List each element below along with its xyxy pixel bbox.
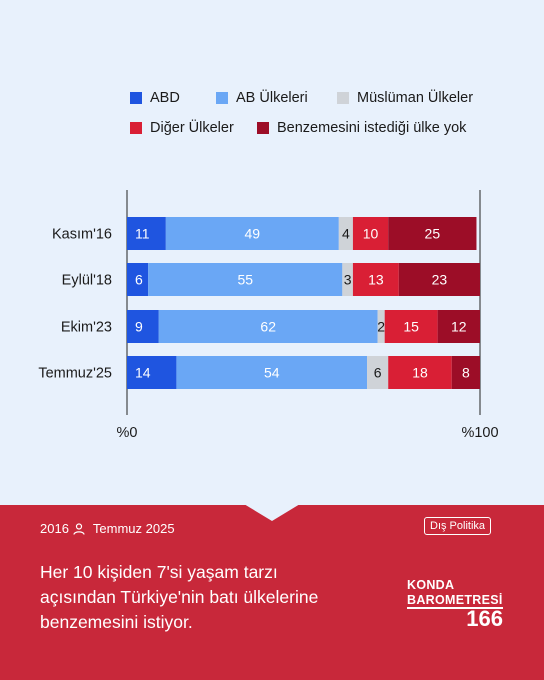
category-label: Eylül'18 (62, 273, 112, 289)
bar-segment (165, 217, 339, 250)
bar-segment (342, 263, 353, 296)
bar-segment (367, 356, 389, 389)
data-label: 6 (374, 365, 382, 381)
data-label: 55 (237, 272, 253, 288)
data-label: 14 (135, 365, 151, 381)
data-label: 4 (342, 226, 350, 242)
meta-date: Temmuz 2025 (92, 521, 175, 536)
bar-segment (377, 310, 385, 343)
footer-notch (244, 504, 300, 521)
issue-number: 166 (466, 606, 503, 631)
category-label: Temmuz'25 (38, 366, 112, 382)
bar-segment (398, 263, 480, 296)
chart-area: ABD AB Ülkeleri Müslüman Ülkeler Diğer Ülke… (38, 90, 499, 441)
bar-segment (388, 217, 477, 250)
bar-segment (338, 217, 353, 250)
legend-label: AB Ülkeleri (236, 90, 308, 106)
category-label: Kasım'16 (52, 227, 112, 243)
data-label: 9 (135, 319, 143, 335)
data-label: 15 (403, 319, 419, 335)
legend-swatch (257, 122, 269, 134)
category-tag[interactable]: Dış Politika (424, 517, 492, 535)
bar-segment (148, 263, 343, 296)
meta-year: 2016 (40, 521, 69, 536)
bar-segment (176, 356, 368, 389)
data-label: 23 (432, 272, 448, 288)
bar-segment (451, 356, 480, 389)
bar-segment (352, 263, 399, 296)
brand-rule (407, 607, 503, 609)
legend-label: Diğer Ülkeler (150, 120, 234, 136)
legend-item: Müslüman Ülkeler (337, 90, 473, 106)
legend-swatch (337, 92, 349, 104)
data-label: 12 (451, 319, 467, 335)
data-label: 13 (368, 272, 384, 288)
data-label: 11 (135, 226, 150, 242)
legend-label: ABD (150, 90, 180, 106)
legend-item: AB Ülkeleri (216, 90, 308, 106)
data-label: 49 (245, 226, 261, 242)
legend-swatch (216, 92, 228, 104)
category-label: Ekim'23 (61, 320, 112, 336)
axis-tick-label: %100 (461, 425, 498, 441)
brand-line-1: KONDA (407, 578, 455, 592)
bar-segment (127, 356, 177, 389)
brand-logo: KONDA BAROMETRESİ (407, 578, 503, 608)
stacked-bar-chart: Kasım'16 11 49 4 10 25 Eylül'18 6 55 3 13 23 Ekim'23… (38, 190, 499, 441)
bar-segment (127, 310, 159, 343)
data-label: 62 (260, 319, 276, 335)
data-label: 8 (462, 365, 470, 381)
data-label: 18 (412, 365, 428, 381)
data-label: 25 (425, 226, 441, 242)
bar-segment (437, 310, 480, 343)
brand-line-2: BAROMETRESİ (407, 593, 503, 607)
bar-segment (127, 263, 149, 296)
bar-segment (384, 310, 438, 343)
legend-item: ABD (130, 90, 180, 106)
data-label: 2 (377, 319, 385, 335)
axis-tick-label: %0 (117, 425, 138, 441)
legend-swatch (130, 122, 142, 134)
person-icon (73, 522, 85, 535)
bar-segment (127, 217, 166, 250)
headline: Her 10 kişiden 7'si yaşam tarzı açısında… (40, 562, 319, 632)
legend-label: Müslüman Ülkeler (357, 90, 474, 106)
data-label: 3 (344, 272, 352, 288)
legend-item: Benzemesini istediği ülke yok (257, 120, 466, 136)
legend-swatch (130, 92, 142, 104)
legend-item: Diğer Ülkeler (130, 120, 234, 136)
data-label: 10 (363, 226, 379, 242)
bar-segment (388, 356, 452, 389)
survey-meta: 2016 Temmuz 2025 (40, 521, 175, 536)
bar-segment (158, 310, 378, 343)
data-label: 6 (135, 272, 143, 288)
bar-segment (352, 217, 389, 250)
legend-label: Benzemesini istediği ülke yok (277, 120, 467, 136)
data-label: 54 (264, 365, 280, 381)
